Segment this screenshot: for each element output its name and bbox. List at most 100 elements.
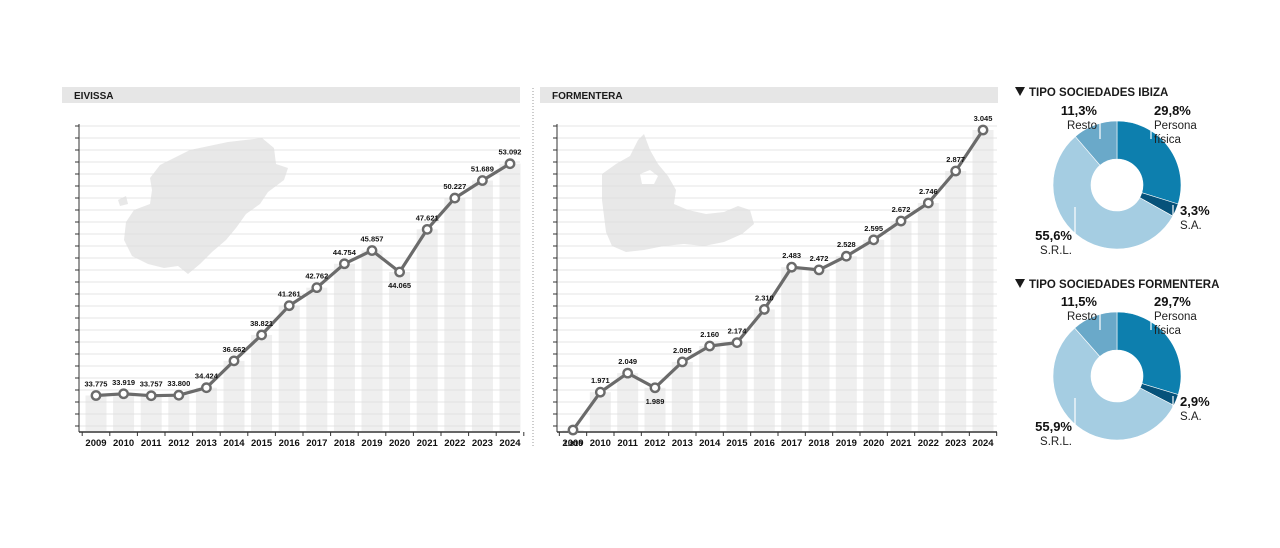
donut-category-label: S.A. [1180,411,1202,423]
eivissa-x-ticks: 2009 2010 2011 2012 2013 2014 2015 2016 2017 2018… [85,438,521,449]
data-point [283,300,295,312]
data-point [786,261,798,273]
eivissa-series-line [95,162,511,398]
donut-slice-resto [1074,311,1118,357]
value-bar [699,346,721,431]
data-point [145,390,157,402]
x-tick-label: 2019 [836,438,857,449]
formentera-axis [553,124,998,436]
value-bar [140,395,162,431]
value-bar [890,221,912,431]
data-point [868,234,880,246]
value-bar [726,342,748,431]
formentera-title: FORMENTERA [552,91,623,102]
formentera-gridlines [557,125,997,427]
formentera-header-bar [540,87,998,103]
data-label: 42.762 [305,272,328,281]
x-tick-label: 2021 [890,438,912,449]
data-label: 33.919 [112,378,135,387]
formentera-donut-labels: 29,7% Persona física 2,9% S.A. 55,9% S.R.L. 11,… [1035,294,1210,448]
data-point [338,258,350,270]
donut-pct-label: 2,9% [1180,394,1210,409]
data-point [758,304,770,315]
donut-category-label: física [1154,325,1181,337]
data-label: 1.816 [564,439,583,448]
x-tick-label: 2015 [251,438,273,449]
value-bar [278,305,300,431]
data-point [731,337,743,349]
donut-category-label: Persona [1154,120,1197,132]
x-tick-label: 2018 [808,438,829,449]
data-point [950,165,962,177]
data-label: 36.662 [223,345,246,354]
donut-slice-pf [1116,120,1182,205]
data-point [922,197,934,209]
donut-slice-resto [1074,120,1118,166]
donut-category-label: S.A. [1180,220,1202,232]
data-label: 2.746 [919,187,938,196]
data-label: 2.877 [946,155,965,164]
data-label: 2.174 [728,327,748,336]
data-point [118,388,130,400]
data-label: 41.261 [278,290,301,299]
data-point [504,158,516,170]
value-bar [671,361,693,431]
value-bar [499,163,521,432]
x-tick-label: 2016 [279,438,300,449]
value-bar [389,272,411,431]
data-point [895,215,907,227]
formentera-chart: FORMENTERA 1.816 1.971 2.049 1.989 2.095 2.16… [540,87,998,449]
eivissa-bars [85,163,521,432]
x-tick-label: 2017 [306,438,327,449]
eivissa-data-labels: 33.775 33.919 33.757 33.800 34.424 36.662 38.8… [85,148,522,389]
data-point [813,264,825,276]
x-tick-label: 2019 [361,438,382,449]
x-tick-label: 2014 [223,438,245,449]
x-tick-label: 2012 [168,438,189,449]
value-bar [223,360,245,431]
formentera-data-labels: 1.816 1.971 2.049 1.989 2.095 2.160 2.174 2.310… [564,114,993,448]
x-tick-label: 2010 [113,438,134,449]
triangle-down-icon [1015,279,1025,288]
x-tick-label: 2018 [334,438,355,449]
formentera-points [567,124,989,436]
data-point [649,382,661,394]
donut-pct-label: 55,6% [1035,228,1072,243]
data-point [394,266,405,278]
value-bar [85,395,107,431]
x-tick-label: 2024 [972,438,994,449]
donut-pct-label: 29,7% [1154,294,1191,309]
value-bar [251,334,273,431]
value-bar [644,387,666,431]
x-tick-label: 2022 [918,438,939,449]
donut-category-label: S.R.L. [1040,245,1072,257]
x-tick-label: 2022 [444,438,465,449]
data-label: 2.472 [810,254,829,263]
formentera-series-line [571,129,985,431]
x-tick-label: 2009 [562,438,583,449]
data-label: 47.621 [416,213,439,222]
data-point [476,175,488,186]
ibiza-islet-shape [118,196,128,206]
data-point [449,192,461,204]
data-label: 2.310 [755,293,774,302]
data-label: 33.775 [85,380,108,389]
formentera-donut-slices [1052,311,1182,441]
ibiza-donut-title: TIPO SOCIEDADES IBIZA [1029,87,1168,99]
formentera-donut-chart: TIPO SOCIEDADES FORMENTERA 29,7% Persona f… [1015,279,1219,448]
x-tick-label: 2011 [141,438,162,449]
ibiza-donut-chart: TIPO SOCIEDADES IBIZA 29,8% Persona física… [1015,87,1210,257]
data-label: 2.595 [864,224,883,233]
data-label: 53.092 [499,148,522,157]
value-bar [113,393,135,431]
donut-pct-label: 55,9% [1035,419,1072,434]
data-label: 1.989 [646,397,665,406]
value-bar [917,202,939,431]
ibiza-donut-slices [1052,120,1182,250]
data-point [366,245,378,256]
data-label: 1.971 [591,376,610,385]
x-tick-label: 2021 [417,438,439,449]
x-tick-label: 2011 [617,438,638,449]
formentera-map-shape [602,134,754,252]
